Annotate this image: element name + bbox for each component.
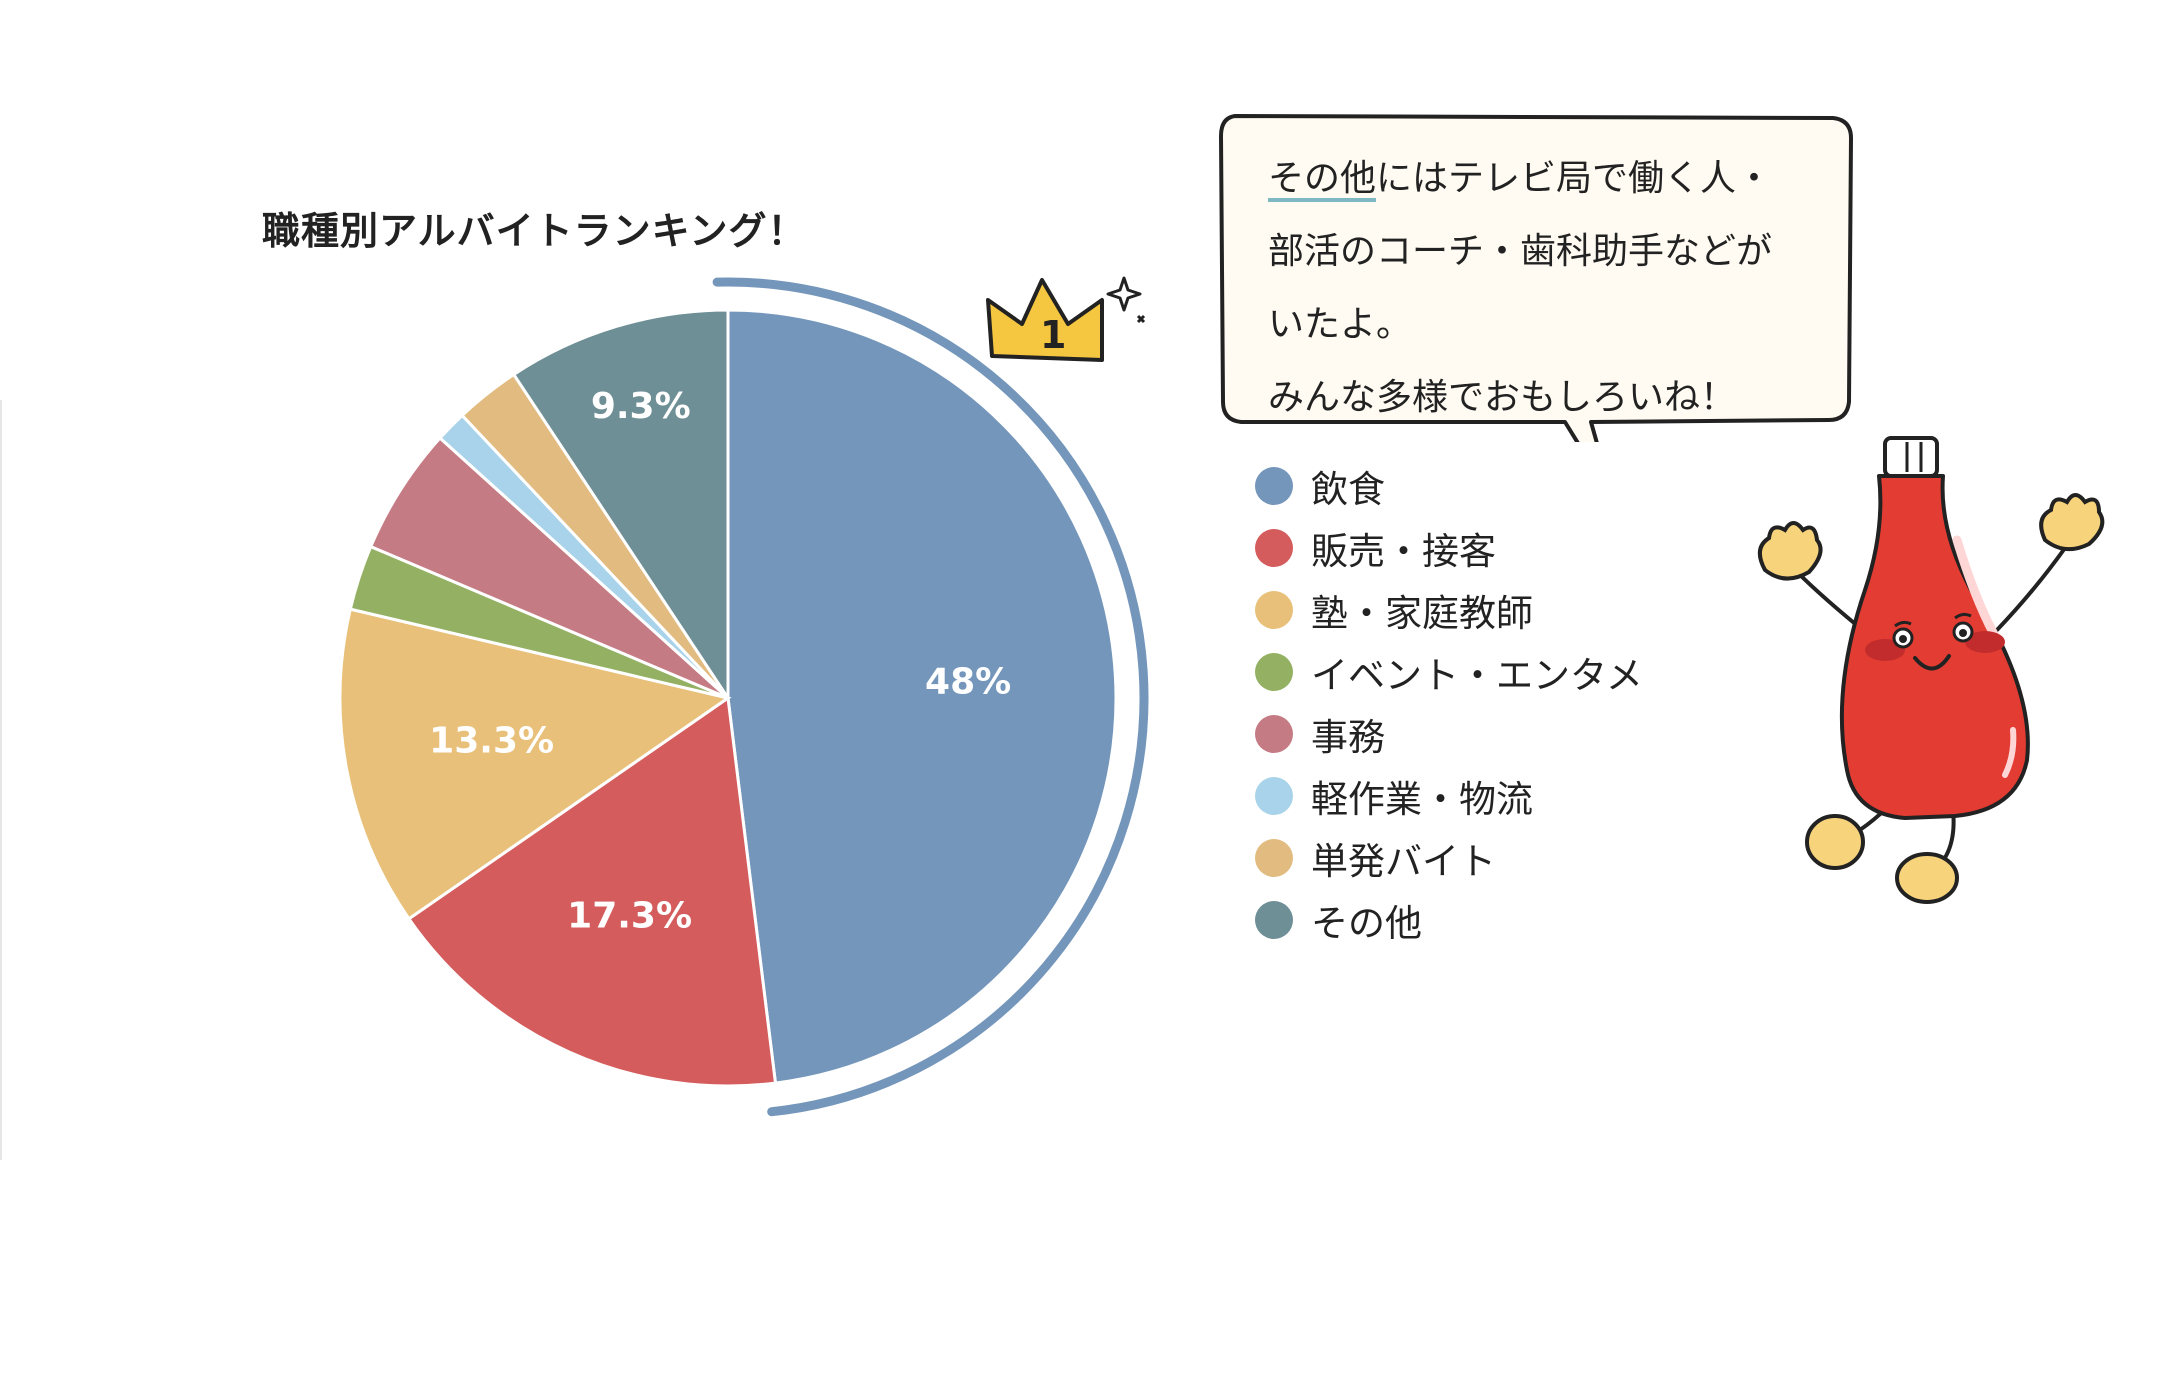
slice-label-7: 9.3% [591,386,691,427]
legend-label: その他 [1311,902,1422,945]
crown-icon: 1 [986,276,1146,362]
legend-label: 塾・家庭教師 [1311,592,1533,635]
legend-label: 飲食 [1311,468,1385,511]
chart-title: 職種別アルバイトランキング！ [262,209,807,253]
legend-label: イベント・エンタメ [1311,654,1643,697]
speech-bubble-text: その他にはテレビ局で働く人・ 部活のコーチ・歯科助手などが いたよ。 みんな多様… [1268,142,1828,434]
legend-item-3: イベント・エンタメ [1255,641,1643,703]
legend-item-2: 塾・家庭教師 [1255,579,1643,641]
legend-swatch [1255,839,1293,877]
ketchup-bottle-icon [1757,436,2105,904]
highlight-text: その他 [1268,158,1377,199]
pie-slice-1 [406,695,778,1088]
legend-swatch [1255,777,1293,815]
highlight-arc [712,277,1149,1117]
crown-number: 1 [1040,313,1066,357]
pie-slice-2 [338,607,732,921]
bubble-line-2: 部活のコーチ・歯科助手などが [1268,231,1773,272]
legend-swatch [1255,653,1293,691]
legend-label: 販売・接客 [1311,530,1496,573]
legend-swatch [1255,467,1293,505]
legend-item-1: 販売・接客 [1255,517,1643,579]
legend-swatch [1255,715,1293,753]
bubble-line-3: いたよ。 [1268,304,1413,345]
pie-slice-0 [726,308,1118,1085]
speech-bubble [1219,114,1853,442]
legend-item-0: 飲食 [1255,455,1643,517]
bubble-line-1: にはテレビ局で働く人・ [1376,158,1773,199]
legend-label: 単発バイト [1311,840,1496,883]
pie-slice-7 [511,308,730,703]
legend-swatch [1255,901,1293,939]
legend-item-4: 事務 [1255,703,1643,765]
legend-item-5: 軽作業・物流 [1255,765,1643,827]
legend-swatch [1255,529,1293,567]
legend-swatch [1255,591,1293,629]
legend-label: 事務 [1311,716,1385,759]
chart-legend: 飲食販売・接客塾・家庭教師イベント・エンタメ 事務軽作業・物流 単発バイトその他 [1255,455,1643,951]
slice-label-0: 48% [925,661,1011,702]
left-divider [0,400,2,1160]
legend-item-6: 単発バイト [1255,827,1643,889]
legend-label: 軽作業・物流 [1311,778,1533,821]
legend-item-7: その他 [1255,889,1643,951]
slice-label-1: 17.3% [567,896,692,937]
slice-label-2: 13.3% [429,721,554,762]
bubble-line-4: みんな多様でおもしろいね！ [1268,377,1737,418]
